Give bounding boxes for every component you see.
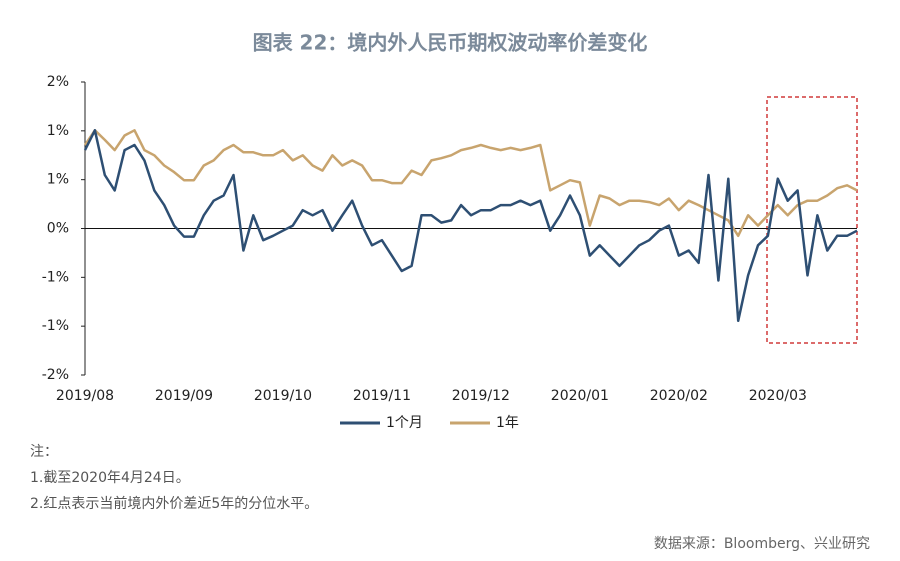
x-tick-label: 2020/03 (749, 388, 807, 404)
legend-label: 1个月 (386, 415, 423, 431)
x-tick-label: 2020/01 (551, 388, 609, 404)
x-tick-label: 2019/11 (353, 388, 411, 404)
y-tick-label: 2% (47, 74, 69, 90)
y-tick-label: -1% (42, 269, 69, 285)
note: 2.红点表示当前境内外价差近5年的分位水平。 (30, 495, 318, 512)
x-tick-label: 2019/12 (452, 388, 510, 404)
x-tick-label: 2019/10 (254, 388, 312, 404)
note: 注： (30, 444, 58, 460)
legend-label: 1年 (496, 415, 519, 431)
x-tick-label: 2019/08 (56, 388, 114, 404)
y-tick-label: 1% (47, 123, 69, 139)
x-tick-label: 2019/09 (155, 388, 213, 404)
series-line (83, 129, 858, 238)
note: 1.截至2020年4月24日。 (30, 470, 190, 486)
y-tick-label: 0% (47, 221, 69, 237)
highlight-box (766, 96, 858, 344)
y-tick-label: -1% (42, 318, 69, 334)
source: 数据来源：Bloomberg、兴业研究 (654, 536, 870, 552)
x-tick-label: 2020/02 (650, 388, 708, 404)
series-line (83, 129, 858, 323)
chart-title: 图表 22：境内外人民币期权波动率价差变化 (253, 31, 648, 55)
y-tick-label: -2% (42, 367, 69, 383)
y-tick-label: 1% (47, 172, 69, 188)
